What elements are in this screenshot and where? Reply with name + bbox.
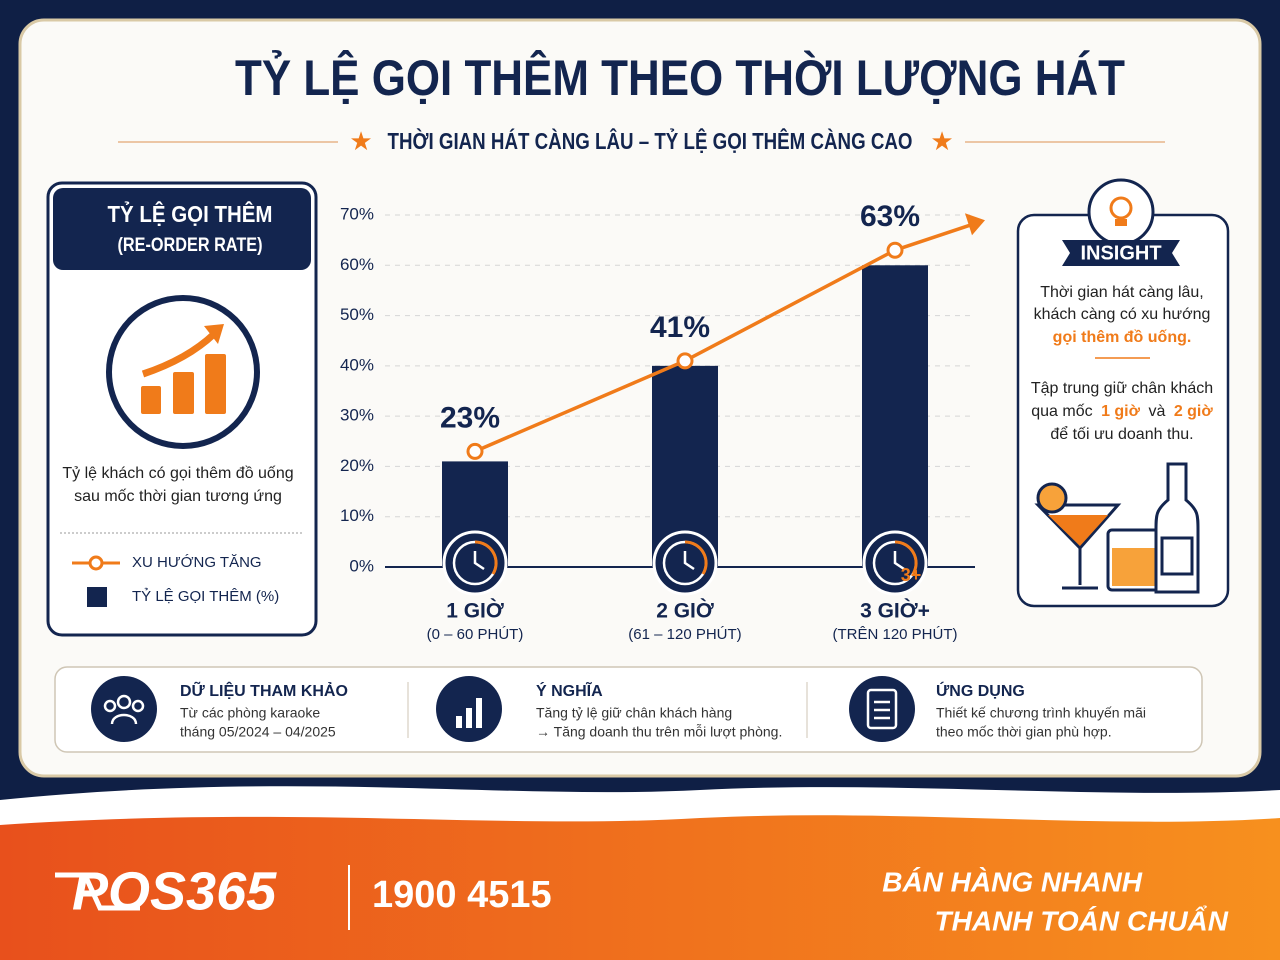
star: ★ [930,126,953,156]
card-text: theo mốc thời gian phù hợp. [936,724,1112,740]
data-label: 41% [650,311,710,344]
bulb-icon [1087,178,1155,246]
panel-description: sau mốc thời gian tương ứng [74,488,282,505]
clock-hands [473,551,485,571]
insight-text: qua mốc [1031,403,1092,420]
card-text: Từ các phòng karaoke [180,705,320,721]
footer-band [0,815,1280,960]
data-label: 63% [860,200,920,233]
growth-icon-bars [141,354,226,414]
legend: XU HƯỚNG TĂNG TỶ LỆ GỌI THÊM (%) [72,554,279,607]
panel-description: Tỷ lệ khách có gọi thêm đồ uống [62,465,293,482]
clipboard-icon-glyph [866,688,898,730]
y-tick-label: 10% [340,506,374,525]
clock-arc [894,540,918,575]
insight-text: để tối ưu doanh thu. [1050,425,1193,443]
trend-point [676,352,694,370]
card-text: → Tăng doanh thu trên mỗi lượt phòng. [536,724,782,740]
cards: DỮ LIỆU THAM KHẢO Từ các phòng karaoke thá… [180,680,1146,739]
info-strip [54,666,1203,753]
insight-highlight: 2 giờ [1174,403,1214,420]
bar [862,265,928,567]
legend-label: TỶ LỆ GỌI THÊM (%) [132,588,279,605]
clock-hands [683,551,695,571]
insight-title: INSIGHT [1080,242,1161,264]
subtitle: THỜI GIAN HÁT CÀNG LÂU – TỶ LỆ GỌI THÊM … [388,126,913,154]
chart: 0% 10% 20% 30% 40% 50% 60% 70% 23% 41% 63% 1 GIỜ (0 … [340,200,985,643]
legend-swatch [87,587,107,607]
clock-badge: 3+ [901,565,922,585]
insight-text: Tập trung giữ chân khách [1031,380,1213,397]
y-tick-label: 30% [340,406,374,425]
phone: 1900 4515 [372,874,552,916]
insight-ribbon [1062,240,1180,266]
card-text: tháng 05/2024 – 04/2025 [180,724,336,740]
bulb-base [1115,219,1127,226]
y-tick-label: 0% [349,556,374,575]
y-tick-label: 40% [340,355,374,374]
clock-arc [474,540,498,575]
star: ★ [349,126,372,156]
trend-point [466,442,484,460]
panel-title: TỶ LỆ GỌI THÊM [108,199,273,227]
card-text: Tăng tỷ lệ giữ chân khách hàng [536,705,732,721]
insight-text: qua mốc 1 giờ và 2 giờ [1031,403,1213,420]
x-tick-label: 1 GIỜ [446,599,504,623]
growth-arrow [141,331,217,378]
slogan: BÁN HÀNG NHANH [882,866,1143,897]
x-tick-label: 2 GIỜ [656,599,714,623]
x-tick-note: (TRÊN 120 PHÚT) [832,626,957,643]
clock-hands [893,551,905,571]
trend-point [886,241,904,259]
x-tick-note: (0 – 60 PHÚT) [427,626,524,643]
legend-marker [88,555,104,571]
chart-icon-glyph [456,698,482,728]
main-card [18,18,1262,778]
brand: POS365 [72,861,277,921]
y-tick-label: 70% [340,204,374,223]
slogan: THANH TOÁN CHUẨN [935,905,1229,936]
growth-arrowhead [204,324,224,344]
panel-subtitle: (RE-ORDER RATE) [118,235,263,256]
insight-text: và [1148,403,1165,420]
trend-extension [894,223,971,252]
y-tick-label: 60% [340,255,374,274]
insight-highlight: 1 giờ [1101,403,1141,420]
x-tick-note: (61 – 120 PHÚT) [628,626,741,643]
card-title: Ý NGHĨA [536,680,603,700]
left-panel-header [53,188,311,270]
y-tick-label: 50% [340,305,374,324]
trend-arrowhead [965,213,985,236]
card-title: ỨNG DỤNG [936,681,1025,700]
card-title: DỮ LIỆU THAM KHẢO [180,680,348,700]
legend-label: XU HƯỚNG TĂNG [132,554,262,571]
drinks-illustration [1034,462,1200,594]
x-tick-label: 3 GIỜ+ [860,599,930,623]
insight-text: khách càng có xu hướng [1034,306,1211,323]
insight-highlight: gọi thêm đồ uống. [1053,329,1192,346]
data-label: 23% [440,401,500,434]
people-icon-glyph [103,694,145,725]
bulb [1109,196,1133,220]
clock-arc [684,540,708,575]
insight-text: Thời gian hát càng lâu, [1040,284,1203,301]
title: TỶ LỆ GỌI THÊM THEO THỜI LƯỢNG HÁT [235,50,1125,106]
cart-icon [55,872,140,911]
y-tick-label: 20% [340,456,374,475]
card-text: Thiết kế chương trình khuyến mãi [936,705,1146,721]
